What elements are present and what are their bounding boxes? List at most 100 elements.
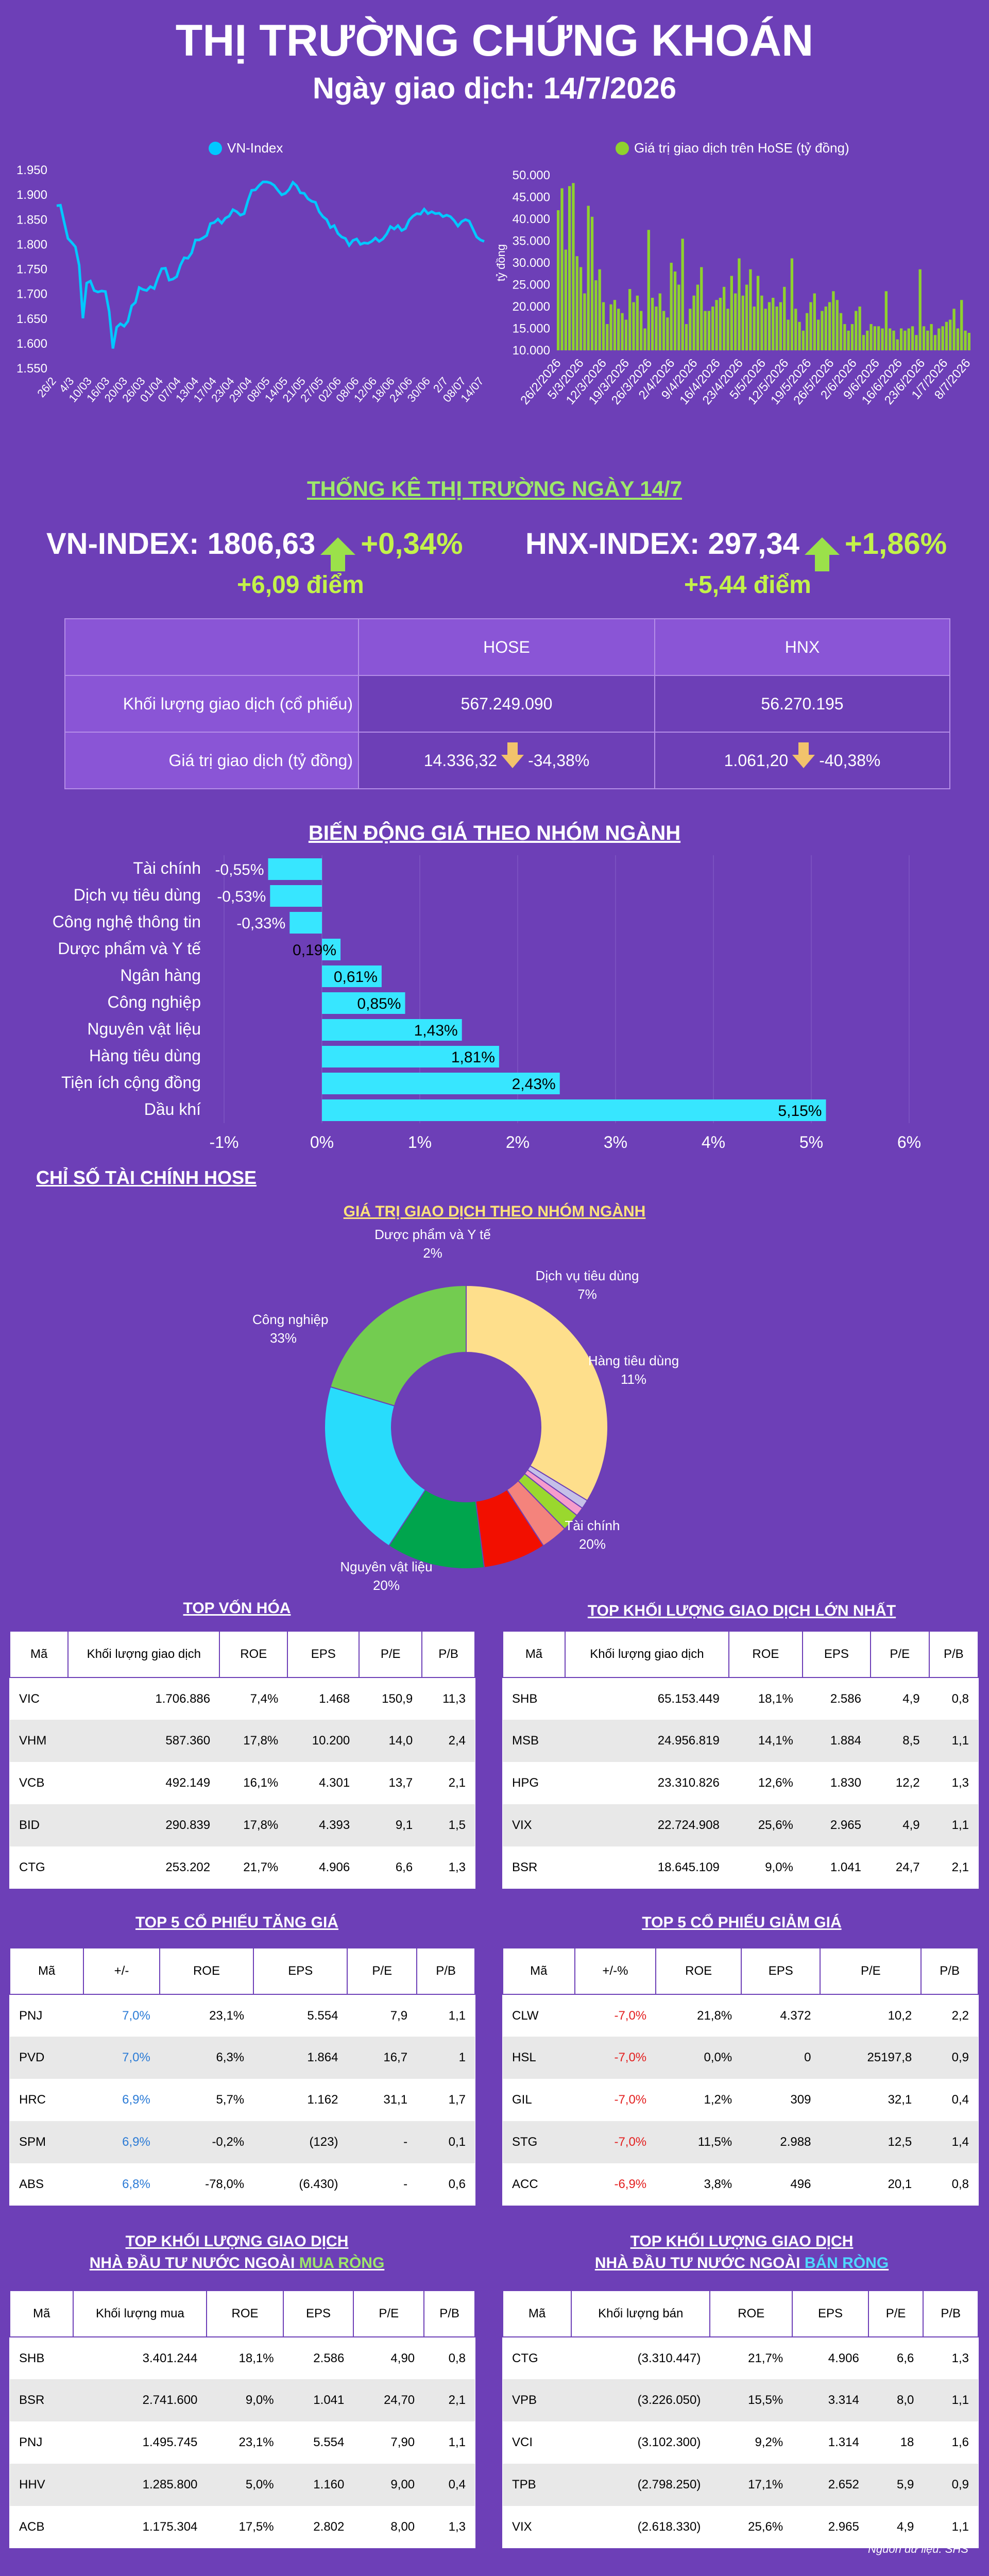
column-header: ROE (206, 2290, 284, 2337)
table-cell: -7,0% (574, 2121, 656, 2163)
table-cell: 1,1 (923, 2506, 978, 2548)
column-header: EPS (802, 1631, 871, 1678)
top-gainers-table: Mã +/- ROE EPS P/E P/B PNJ 7,0% 23,1% 5.554 7,9 1,1… (9, 1947, 475, 2206)
value-bar (821, 311, 824, 350)
table-row: HHV 1.285.800 5,0% 1.160 9,00 0,4 (10, 2464, 475, 2506)
value-bar (564, 249, 567, 350)
table-cell: ACC (503, 2163, 575, 2206)
table-cell: 2.988 (741, 2121, 821, 2163)
value-bar (632, 302, 635, 350)
hnxindex-change: +1,86% (844, 527, 947, 561)
column-header: ROE (709, 2290, 793, 2337)
value-bar (738, 258, 741, 350)
table-cell: SHB (503, 1677, 565, 1720)
slice-label: Dịch vụ tiêu dùng (536, 1268, 639, 1283)
value-bar (937, 328, 941, 350)
table-cell: 2.802 (283, 2506, 354, 2548)
value-bar (753, 307, 756, 350)
table-cell: 24.956.819 (565, 1720, 729, 1762)
value-bar (628, 289, 632, 350)
table-cell: 10,2 (820, 1994, 922, 2037)
value-bar (828, 302, 831, 350)
table-cell: 23,1% (207, 2421, 283, 2464)
slice-label: Công nghiệp (252, 1312, 328, 1327)
hnxindex-value: HNX-INDEX: 297,34 (525, 527, 799, 561)
stats-title: THỐNG KÊ THỊ TRƯỜNG NGÀY 14/7 (307, 477, 682, 501)
table-cell: 6,9% (83, 2121, 160, 2163)
table-cell: 9,0% (207, 2379, 283, 2421)
table-cell: 9,0% (728, 1846, 803, 1889)
value-bar (689, 309, 692, 350)
value-bar (806, 313, 809, 350)
col-hnx: HNX (654, 618, 950, 676)
value-bar (715, 300, 718, 350)
value-bar (813, 293, 816, 350)
y-tick-label: 10.000 (513, 344, 550, 358)
value-bar (704, 311, 707, 350)
column-header: P/B (421, 1631, 475, 1678)
value-bar (764, 309, 767, 350)
table-cell: 20,1 (820, 2163, 922, 2206)
y-tick-label: 1.650 (16, 312, 47, 326)
value-bar (685, 324, 688, 350)
value-bar (696, 284, 700, 350)
y-tick-label: 35.000 (513, 234, 550, 248)
x-tick-label: 0% (310, 1133, 334, 1151)
table-row: PNJ 7,0% 23,1% 5.554 7,9 1,1 (10, 1994, 475, 2037)
table-cell: MSB (503, 1720, 565, 1762)
table-row: SHB 65.153.449 18,1% 2.586 4,9 0,8 (503, 1677, 978, 1720)
table-cell: 0,9 (923, 2464, 978, 2506)
empty-cell (64, 618, 359, 676)
slice-percent: 20% (579, 1536, 606, 1552)
y-tick-label: 25.000 (513, 278, 550, 292)
value-bar (756, 276, 760, 350)
table-cell: 0,1 (417, 2121, 475, 2163)
table-cell: (2.618.330) (571, 2506, 710, 2548)
data-label: 1,43% (414, 1022, 458, 1039)
table-cell: VPB (503, 2379, 572, 2421)
x-tick-label: 4% (702, 1133, 725, 1151)
x-tick-label: 3% (604, 1133, 627, 1151)
table-cell: 10.200 (287, 1720, 360, 1762)
value-bar (903, 330, 907, 350)
legend-label: Giá trị giao dịch trên HoSE (tỷ đồng) (634, 140, 849, 156)
slice-percent: 11% (621, 1371, 646, 1387)
value-bar (824, 307, 827, 350)
value-bar (772, 298, 775, 350)
table-cell: 6,3% (159, 2037, 254, 2079)
table-cell: - (347, 2163, 417, 2206)
table-cell: 7,0% (83, 1994, 160, 2037)
title-line-1: TOP KHỐI LƯỢNG GIAO DỊCH (630, 2233, 854, 2250)
donut-slice (324, 1386, 427, 1547)
donut-slice (466, 1284, 608, 1501)
data-label: -0,55% (215, 861, 264, 878)
value-bar (707, 311, 711, 350)
legend-label: VN-Index (227, 140, 283, 156)
table-row: VIX 22.724.908 25,6% 2.965 4,9 1,1 (503, 1804, 978, 1846)
value-bar (575, 256, 578, 350)
table-cell: 2.586 (283, 2337, 354, 2379)
table-cell: 14,0 (359, 1720, 422, 1762)
value-bar (930, 324, 933, 350)
table-cell: 0,8 (921, 2163, 978, 2206)
table-cell: 25197,8 (820, 2037, 922, 2079)
legend-swatch (209, 141, 222, 155)
value-bar (892, 330, 895, 350)
column-header: P/E (869, 1631, 930, 1678)
y-tick-label: 40.000 (513, 212, 550, 226)
table-cell: 18,1% (207, 2337, 283, 2379)
hose-value-bar-chart: 10.000 15.000 20.000 25.000 30.000 35.000 40.0… (494, 168, 974, 408)
table-cell: HHV (10, 2464, 74, 2506)
table-cell: 1,1 (417, 1994, 475, 2037)
table-row: BSR 2.741.600 9,0% 1.041 24,70 2,1 (10, 2379, 475, 2421)
table-cell: 7,90 (353, 2421, 424, 2464)
table-cell: 1.285.800 (73, 2464, 207, 2506)
value-bar (655, 307, 658, 350)
table-cell: CTG (503, 2337, 572, 2379)
value-bar (666, 317, 669, 350)
y-tick-label: 30.000 (513, 256, 550, 270)
y-tick-label: 1.750 (16, 263, 47, 277)
hose-value-change: -34,38% (528, 751, 590, 770)
y-tick-label: 1.600 (16, 337, 47, 351)
value-bar (911, 326, 914, 350)
